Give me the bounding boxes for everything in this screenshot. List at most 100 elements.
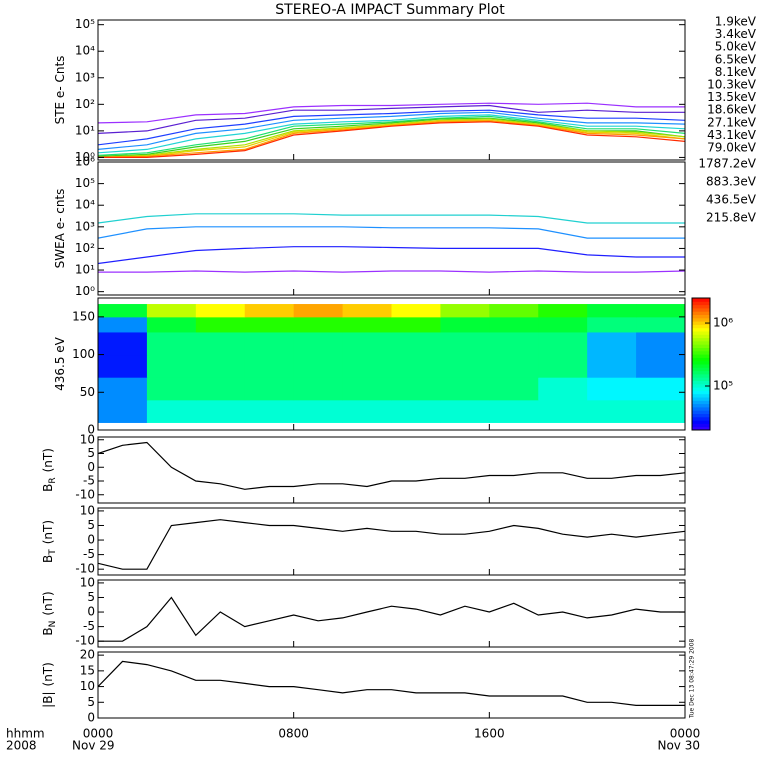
heat-cell [342, 377, 392, 401]
y-label-main: B [41, 484, 55, 492]
y-label-unit: (nT) [41, 662, 55, 686]
panel-frame [97, 651, 686, 719]
heat-cell [195, 399, 246, 423]
heat-cell [293, 377, 344, 401]
heat-cell [538, 399, 588, 423]
heat-cell [146, 354, 197, 378]
y-tick-label: 10⁶ [75, 155, 95, 169]
y-tick-label: 10³ [75, 70, 95, 84]
heat-cell [244, 399, 295, 423]
heat-cell [146, 304, 197, 318]
heat-cell [587, 377, 637, 401]
heat-cell [636, 377, 686, 401]
y-label-main: |B| [41, 691, 55, 707]
colorbar-step [692, 360, 710, 365]
panel-frame [97, 436, 686, 504]
data-line [98, 102, 685, 124]
heat-cell [440, 331, 490, 356]
colorbar-step [692, 370, 710, 375]
colorbar-step [692, 423, 710, 428]
heat-cell [98, 316, 148, 333]
heat-cell [489, 399, 539, 423]
x-tick-label: 0000 [83, 727, 114, 741]
panel-frame [97, 19, 686, 161]
heat-cell [98, 399, 148, 423]
heat-cell [538, 316, 588, 333]
x-tick-label: 0000 [670, 727, 701, 741]
legend-entry: 8.1keV [715, 65, 757, 79]
legend-entry: 3.4keV [715, 27, 757, 41]
panel-frame [97, 507, 686, 576]
colorbar-step [692, 350, 710, 355]
heat-cell [587, 354, 637, 378]
colorbar-step [692, 321, 710, 325]
heat-cell [195, 377, 246, 401]
panel-frame [97, 579, 686, 648]
data-line [98, 660, 685, 706]
heat-cell [244, 304, 295, 318]
y-tick-label: 100 [72, 347, 95, 361]
y-tick-label: 15 [80, 663, 95, 677]
y-tick-label: -10 [75, 634, 95, 648]
y-tick-label: 10² [75, 241, 95, 255]
y-tick-label: 5 [87, 695, 95, 709]
heat-cell [98, 354, 148, 378]
colorbar-step [692, 337, 710, 342]
colorbar-step [692, 390, 710, 395]
heat-cell [98, 304, 148, 318]
data-line [98, 111, 685, 150]
data-line [98, 104, 685, 134]
y-tick-label: 10² [75, 97, 95, 111]
legend-entry: 43.1keV [707, 128, 757, 142]
heat-cell [636, 331, 686, 356]
start-date: Nov 29 [72, 739, 115, 753]
y-label-sub: R [48, 477, 58, 483]
y-label-sub: T [48, 549, 58, 556]
heat-cell [587, 304, 637, 318]
colorbar-step [692, 367, 710, 372]
legend-entry: 10.3keV [707, 78, 757, 92]
plot-title: STEREO-A IMPACT Summary Plot [275, 2, 505, 18]
colorbar-step [692, 410, 710, 414]
data-line [98, 114, 685, 154]
y-tick-label: 0 [87, 423, 95, 437]
heat-cell [636, 354, 686, 378]
colorbar-frame [691, 297, 711, 431]
colorbar-step [692, 311, 710, 315]
colorbar-step [692, 301, 710, 306]
y-axis-label: 436.5 eV [53, 336, 67, 391]
y-tick-label: 10³ [75, 219, 95, 233]
data-line [98, 120, 685, 158]
heat-cell [489, 331, 539, 356]
colorbar-step [692, 347, 710, 352]
colorbar-step [692, 324, 710, 329]
colorbar-step [692, 387, 710, 391]
heat-cell [391, 331, 441, 356]
heat-cell [342, 331, 392, 356]
colorbar-step [692, 331, 710, 335]
colorbar-step [692, 416, 710, 421]
heat-cell [538, 304, 588, 318]
data-line [98, 246, 685, 265]
colorbar-step [692, 406, 710, 411]
colorbar-step [692, 383, 710, 388]
heat-cell [489, 377, 539, 401]
colorbar-step [692, 426, 710, 431]
heat-cell [244, 377, 295, 401]
heat-cell [146, 399, 197, 423]
data-line [98, 121, 685, 158]
colorbar-step [692, 334, 710, 339]
heat-cell [342, 399, 392, 423]
y-label-main: SWEA e- cnts [53, 189, 67, 269]
y-tick-label: 0 [87, 460, 95, 474]
data-line [98, 226, 685, 239]
data-line [98, 213, 685, 224]
legend-entry: 883.3eV [706, 175, 757, 189]
heat-cell [195, 331, 246, 356]
colorbar-tick-label: 10⁵ [713, 379, 733, 393]
y-tick-label: 10⁰ [75, 284, 95, 298]
colorbar-step [692, 403, 710, 408]
y-label-unit: (nT) [41, 591, 55, 615]
heat-cell [146, 331, 197, 356]
y-tick-label: 0 [87, 711, 95, 725]
